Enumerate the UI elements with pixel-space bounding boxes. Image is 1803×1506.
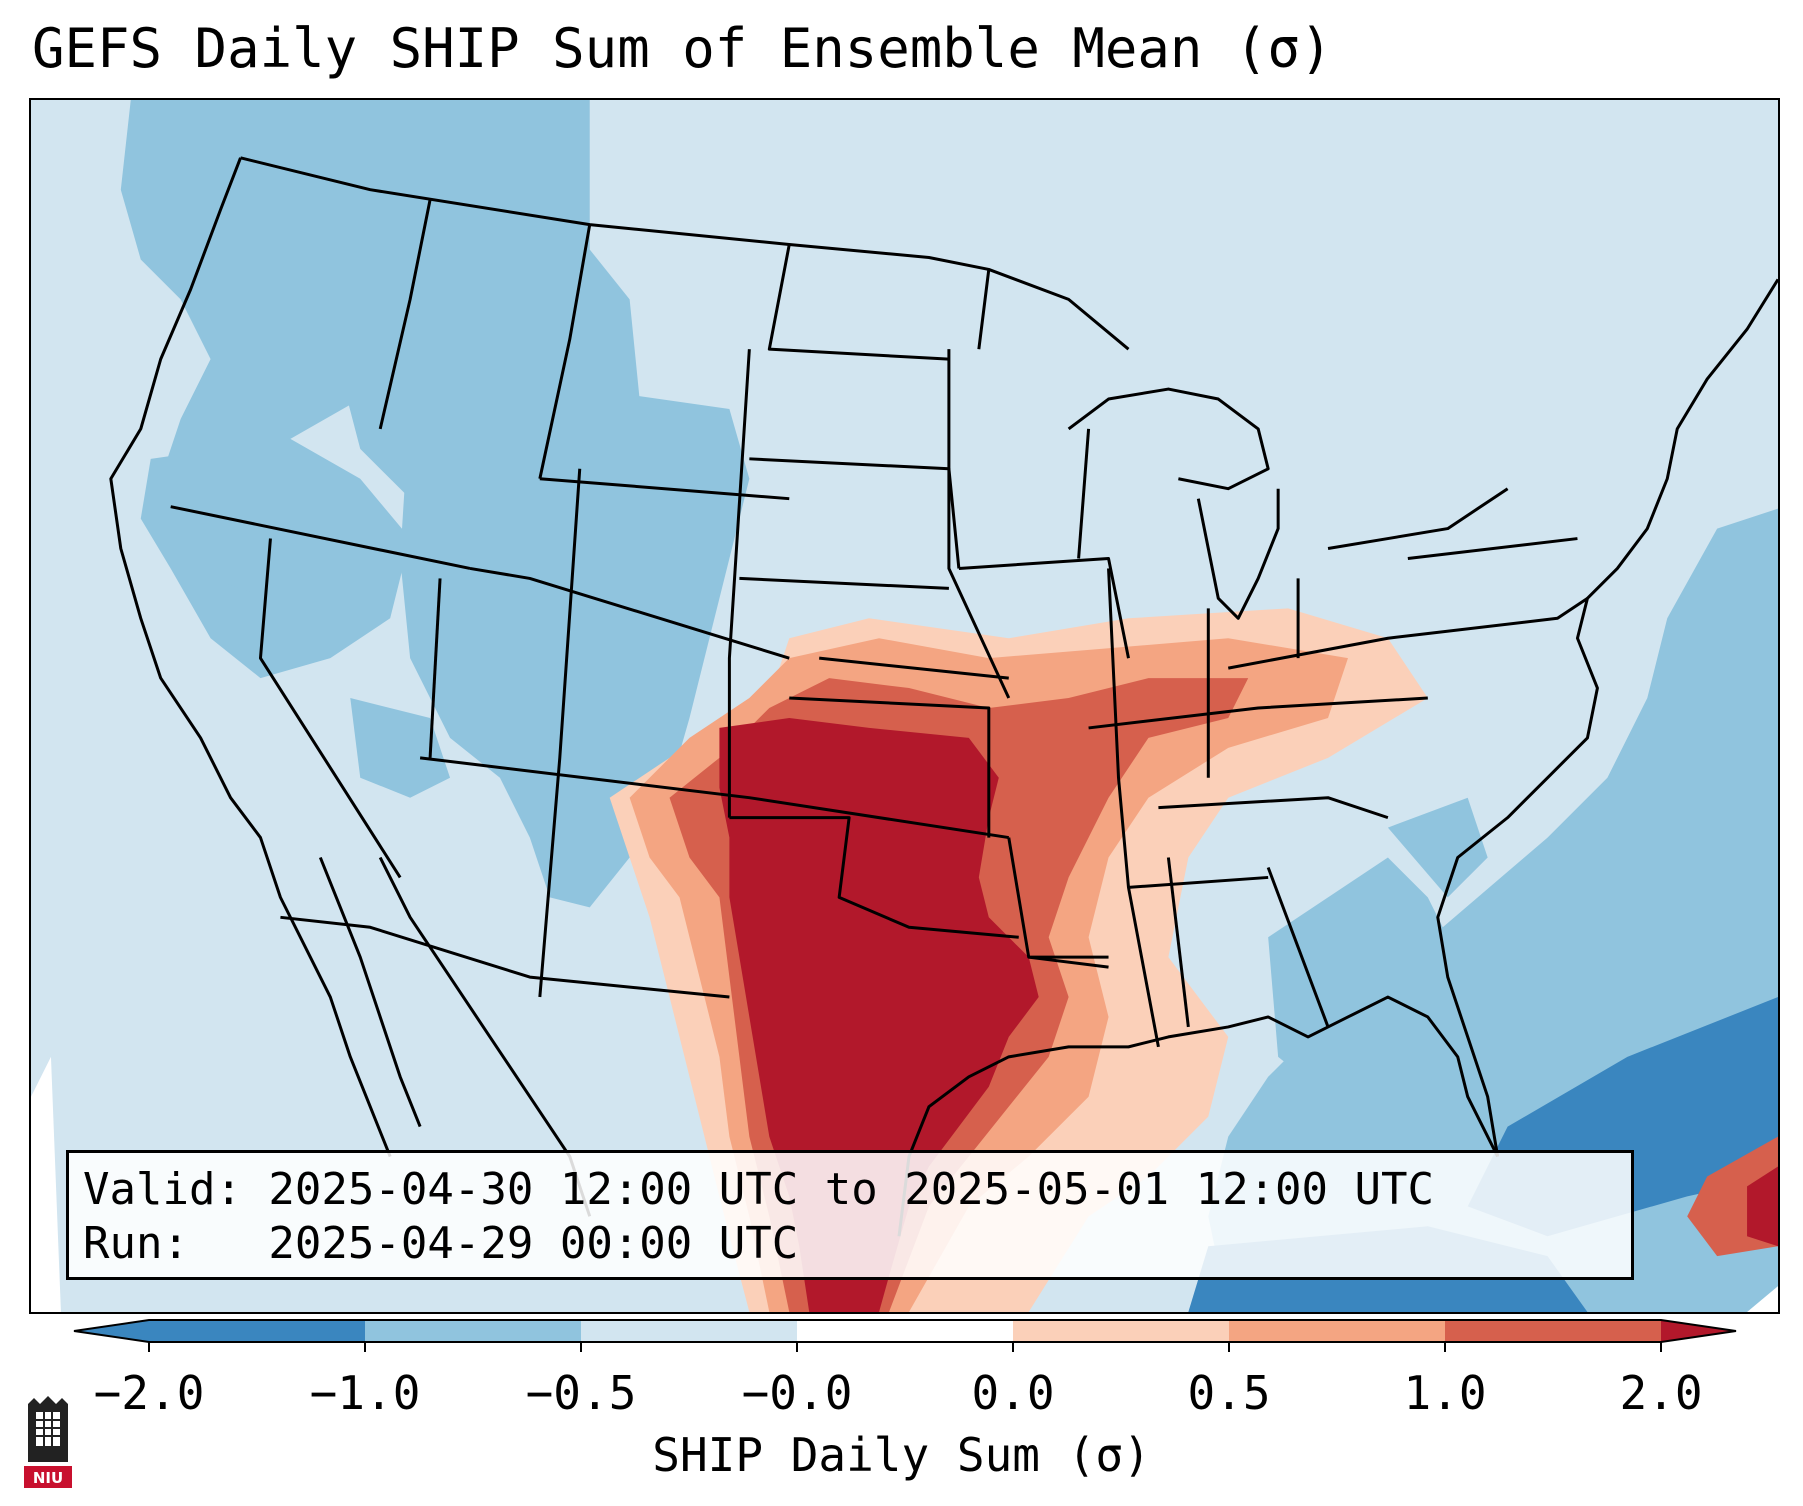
colorbar-arrow-right	[1661, 1320, 1736, 1342]
colorbar-seg-4	[797, 1320, 1013, 1342]
colorbar-arrow-left	[74, 1320, 149, 1342]
political-boundaries	[109, 156, 1778, 1237]
colorbar-tick-label: 0.5	[1187, 1366, 1271, 1420]
colorbar-tick-label: 0.0	[971, 1366, 1055, 1420]
colorbar-seg-6	[1229, 1320, 1445, 1342]
colorbar-label: SHIP Daily Sum (σ)	[652, 1428, 1151, 1482]
validity-info-box: Valid: 2025-04-30 12:00 UTC to 2025-05-0…	[66, 1150, 1634, 1280]
logo-text: NIU	[33, 1469, 63, 1487]
colorbar-tick-label: −2.0	[93, 1366, 205, 1420]
colorbar	[73, 1319, 1737, 1352]
valid-time-line: Valid: 2025-04-30 12:00 UTC to 2025-05-0…	[83, 1164, 1435, 1215]
colorbar-tick-label: −1.0	[309, 1366, 421, 1420]
colorbar-tick-label: −0.0	[741, 1366, 853, 1420]
colorbar-tick-label: −0.5	[525, 1366, 637, 1420]
colorbar-tick-label: 1.0	[1403, 1366, 1487, 1420]
map-panel	[29, 98, 1780, 1314]
out-of-domain	[31, 1056, 1778, 1312]
map-title: GEFS Daily SHIP Sum of Ensemble Mean (σ)	[32, 17, 1333, 80]
colorbar-seg-5	[1013, 1320, 1229, 1342]
niu-logo-icon: NIU	[24, 1396, 72, 1488]
colorbar-seg-1	[149, 1320, 365, 1342]
colorbar-tick-label: 2.0	[1619, 1366, 1703, 1420]
colorbar-seg-7	[1445, 1320, 1661, 1342]
run-time-line: Run: 2025-04-29 00:00 UTC	[83, 1218, 799, 1269]
colorbar-ticks	[148, 1342, 1662, 1352]
ship-field-map	[31, 100, 1778, 1312]
colorbar-seg-2	[365, 1320, 581, 1342]
colorbar-seg-3	[581, 1320, 797, 1342]
